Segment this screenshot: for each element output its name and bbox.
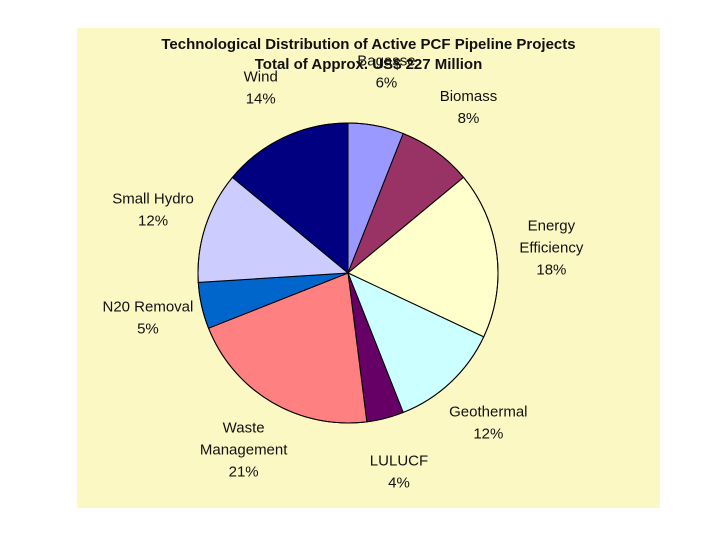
slice-label-biomass: Biomass 8% (440, 88, 498, 127)
slice-label-bagasse: Bagasse 6% (357, 53, 415, 92)
slice-label-geothermal: Geothermal 12% (449, 403, 527, 442)
slice-label-wind: Wind 14% (244, 69, 278, 108)
pie-outline (197, 122, 499, 424)
chart-panel: Technological Distribution of Active PCF… (77, 28, 660, 508)
pie-chart: Bagasse 6% Biomass 8% Energy Efficiency 18% Geo… (102, 53, 583, 492)
slice-label-n20-removal: N20 Removal 5% (102, 299, 193, 338)
slice-label-waste-management: Waste Management 21% (200, 419, 288, 480)
chart-title: Technological Distribution of Active PCF… (161, 36, 576, 53)
chart-subtitle: Total of Approx. US$ 227 Million (254, 56, 483, 73)
slice-label-energy-efficiency: Energy Efficiency 18% (519, 217, 583, 278)
slice-label-lulucf: LULUCF 4% (370, 453, 428, 492)
slice-label-small-hydro: Small Hydro 12% (112, 191, 194, 230)
